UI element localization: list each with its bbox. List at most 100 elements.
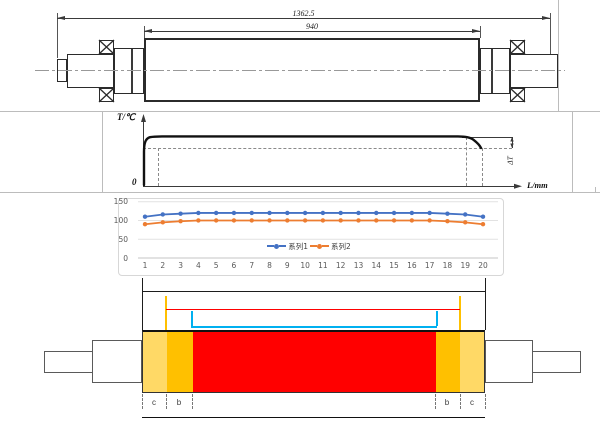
x-tick-label: 4	[195, 261, 201, 270]
data-point-marker	[196, 210, 201, 216]
x-tick-label: 20	[478, 261, 488, 270]
roller-right-step	[480, 48, 510, 94]
y-tick-label: 100	[113, 215, 128, 225]
data-point-marker	[178, 219, 183, 224]
y-tick-label: 150	[113, 197, 128, 207]
extension-line	[57, 13, 58, 58]
data-point-marker	[160, 212, 165, 217]
roller-left-step-line	[131, 49, 133, 93]
data-point-marker	[427, 210, 432, 216]
data-point-marker	[142, 222, 148, 227]
data-point-marker	[213, 218, 219, 223]
cell-border	[102, 111, 103, 192]
shaft-left-collar	[92, 340, 142, 383]
data-point-marker	[374, 218, 379, 223]
zone-label-c-right: c	[470, 398, 474, 407]
x-tick-label: 13	[353, 261, 364, 270]
x-tick-label: 11	[318, 261, 328, 270]
x-tick-label: 16	[407, 261, 417, 270]
data-point-marker	[480, 222, 486, 227]
data-point-marker	[196, 218, 201, 223]
x-tick-label: 8	[267, 261, 272, 270]
temp-dashed-marker	[466, 137, 467, 186]
data-point-marker	[160, 220, 165, 225]
legend-label: 系列1	[288, 241, 308, 251]
zone-tick	[166, 394, 167, 409]
x-tick-label: 15	[389, 261, 399, 270]
data-point-marker	[320, 218, 326, 223]
zone-label-c-left: c	[152, 398, 156, 407]
temp-origin-label: 0	[132, 177, 137, 187]
data-point-marker	[391, 210, 397, 216]
x-tick-label: 1	[142, 261, 148, 270]
zone-b-left	[167, 332, 193, 392]
cell-border	[572, 111, 573, 192]
shaft-right-end	[532, 351, 581, 373]
data-point-marker	[302, 218, 308, 223]
frame-stub-left	[141, 278, 143, 291]
legend-marker-icon	[317, 243, 322, 249]
series-line	[144, 219, 484, 226]
dimension-body-label: 940	[306, 22, 318, 31]
x-tick-label: 19	[460, 261, 470, 270]
zone-c-right	[460, 332, 484, 392]
data-point-marker	[231, 218, 237, 223]
data-point-marker	[445, 211, 450, 216]
data-point-marker	[409, 218, 415, 223]
data-point-marker	[338, 218, 343, 223]
temp-dashed-marker	[158, 148, 159, 186]
data-point-marker	[338, 210, 343, 216]
cell-border	[558, 0, 559, 111]
data-point-marker	[356, 210, 361, 216]
x-tick-label: 18	[442, 261, 453, 270]
cyan-reference-line	[191, 325, 437, 329]
shaft-right-collar	[485, 340, 533, 383]
temp-dashed-level	[143, 148, 512, 149]
data-point-marker	[302, 210, 308, 216]
temperature-curve	[142, 135, 483, 187]
zone-tick	[435, 394, 436, 409]
roller-left-stub	[57, 59, 67, 82]
legend-marker-icon	[279, 245, 287, 247]
y-tick-label: 0	[123, 253, 128, 263]
roller-right-journal	[510, 54, 558, 88]
data-point-marker	[285, 210, 290, 216]
orange-reference-line-right	[458, 296, 461, 330]
bearing-icon	[99, 40, 114, 54]
y-tick-label: 50	[118, 234, 128, 244]
temp-x-axis	[142, 185, 519, 188]
x-tick-label: 3	[178, 261, 183, 270]
red-reference-line	[166, 308, 460, 311]
data-point-marker	[267, 210, 272, 216]
dimension-overall-label: 1362.5	[292, 9, 315, 18]
cell-border	[0, 111, 600, 112]
delta-t-dimension-line	[511, 137, 513, 148]
x-tick-label: 9	[284, 261, 290, 270]
data-point-marker	[356, 218, 361, 223]
chart-legend: 系列1 系列2	[118, 240, 502, 252]
bearing-icon	[510, 88, 525, 102]
x-tick-label: 6	[231, 261, 237, 270]
delta-t-reference-line	[462, 137, 512, 138]
zone-label-b-right: b	[444, 398, 450, 407]
zone-tick	[142, 394, 143, 409]
line-chart	[138, 201, 498, 259]
x-tick-label: 10	[300, 261, 310, 270]
legend-item: 系列1	[267, 241, 310, 252]
data-point-marker	[285, 218, 290, 223]
zone-label-b-left: b	[176, 398, 182, 407]
temp-y-axis	[142, 117, 145, 187]
x-tick-label: 14	[371, 261, 382, 270]
roller-body	[144, 38, 480, 102]
bearing-icon	[99, 88, 114, 102]
data-point-marker	[249, 210, 254, 216]
cell-border	[595, 187, 596, 192]
zone-center-red	[193, 332, 436, 392]
zone-tick	[192, 394, 193, 409]
dimension-line-body	[144, 31, 480, 32]
cyan-tick-right	[435, 311, 438, 326]
data-point-marker	[178, 211, 183, 216]
legend-label: 系列2	[331, 241, 351, 251]
zone-b-right	[436, 332, 460, 392]
x-tick-label: 5	[213, 261, 219, 270]
